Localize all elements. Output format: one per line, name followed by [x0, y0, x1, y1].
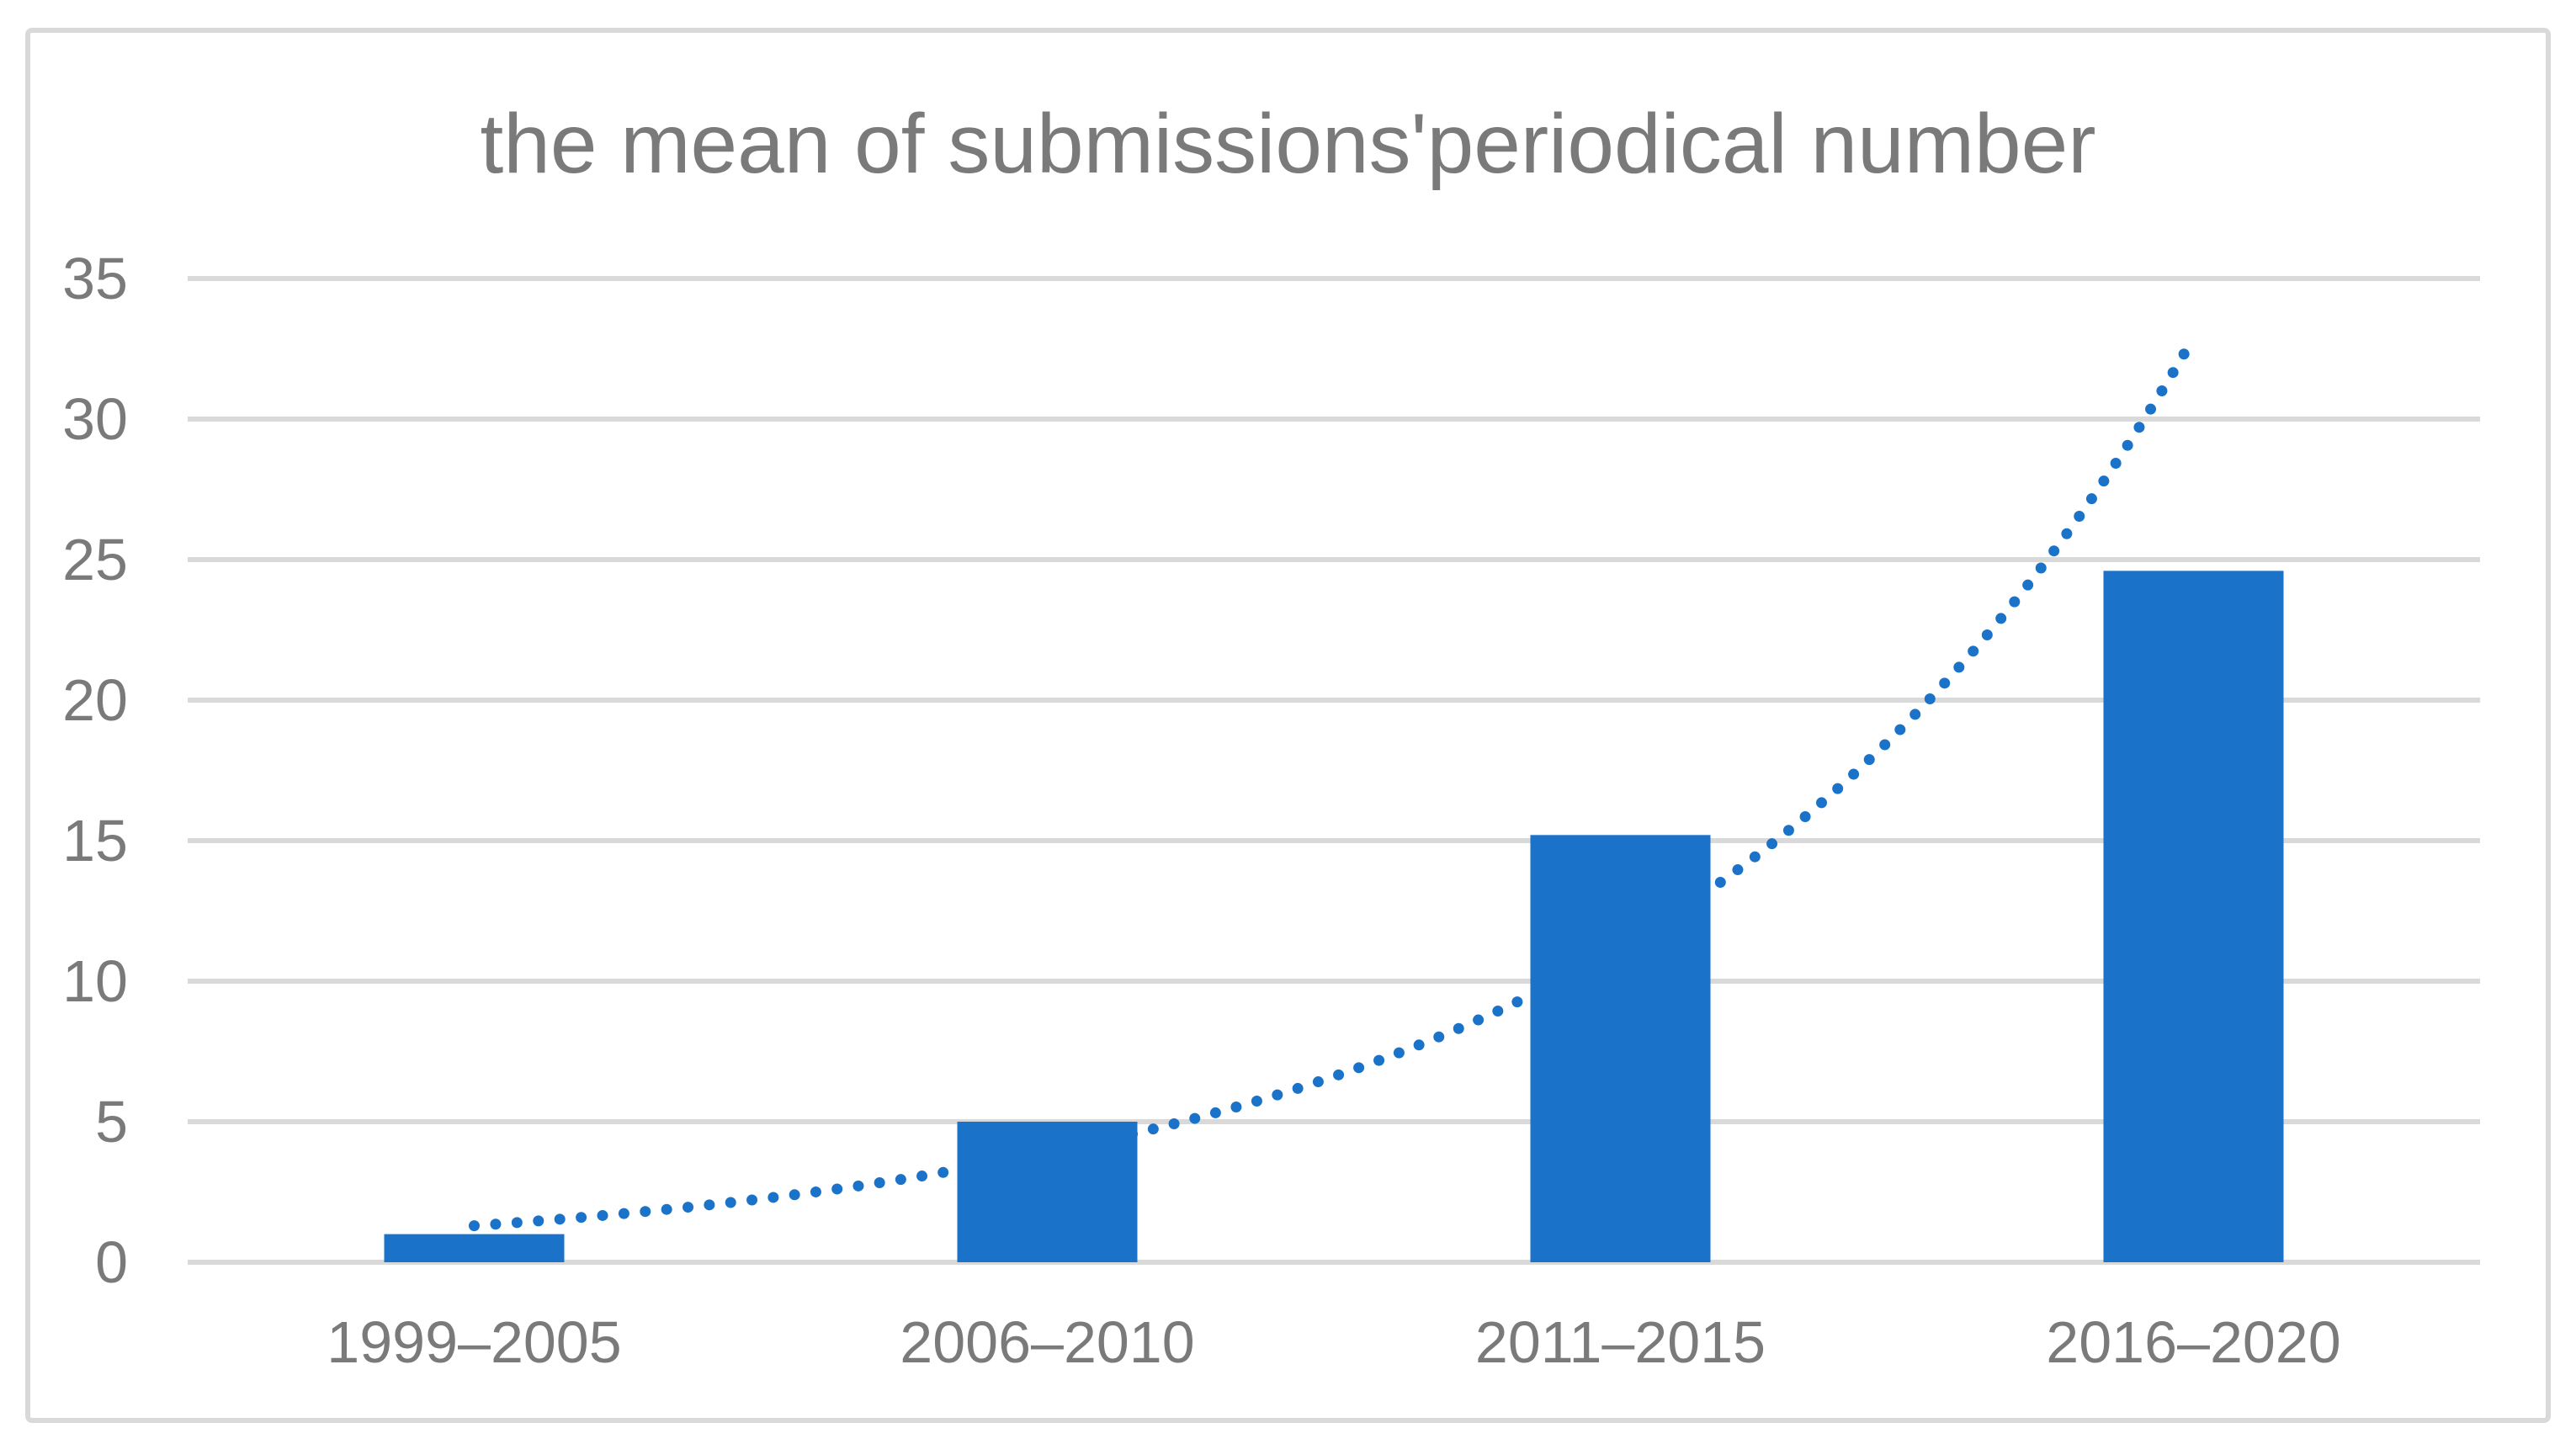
y-tick-label: 35: [62, 246, 128, 311]
y-tick-label: 10: [62, 948, 128, 1014]
x-tick-label: 2006–2010: [900, 1309, 1195, 1375]
x-tick-label: 2011–2015: [1474, 1309, 1766, 1375]
y-tick-label: 5: [95, 1089, 128, 1155]
bar-2006–2010: [957, 1122, 1138, 1262]
y-tick-label: 25: [62, 527, 128, 592]
chart-frame-border: [25, 28, 2551, 1423]
x-tick-label: 2016–2020: [2046, 1309, 2341, 1375]
bar-1999–2005: [384, 1234, 565, 1262]
y-tick-label: 20: [62, 667, 128, 733]
chart-title: the mean of submissions'periodical numbe…: [480, 97, 2096, 191]
y-tick-label: 30: [62, 386, 128, 452]
y-tick-label: 0: [95, 1229, 128, 1295]
x-tick-label: 1999–2005: [327, 1309, 622, 1375]
bar-2016–2020: [2103, 571, 2284, 1262]
y-tick-label: 15: [62, 808, 128, 873]
trendline-dotted: [469, 332, 2199, 1232]
bar-2011–2015: [1530, 835, 1711, 1262]
